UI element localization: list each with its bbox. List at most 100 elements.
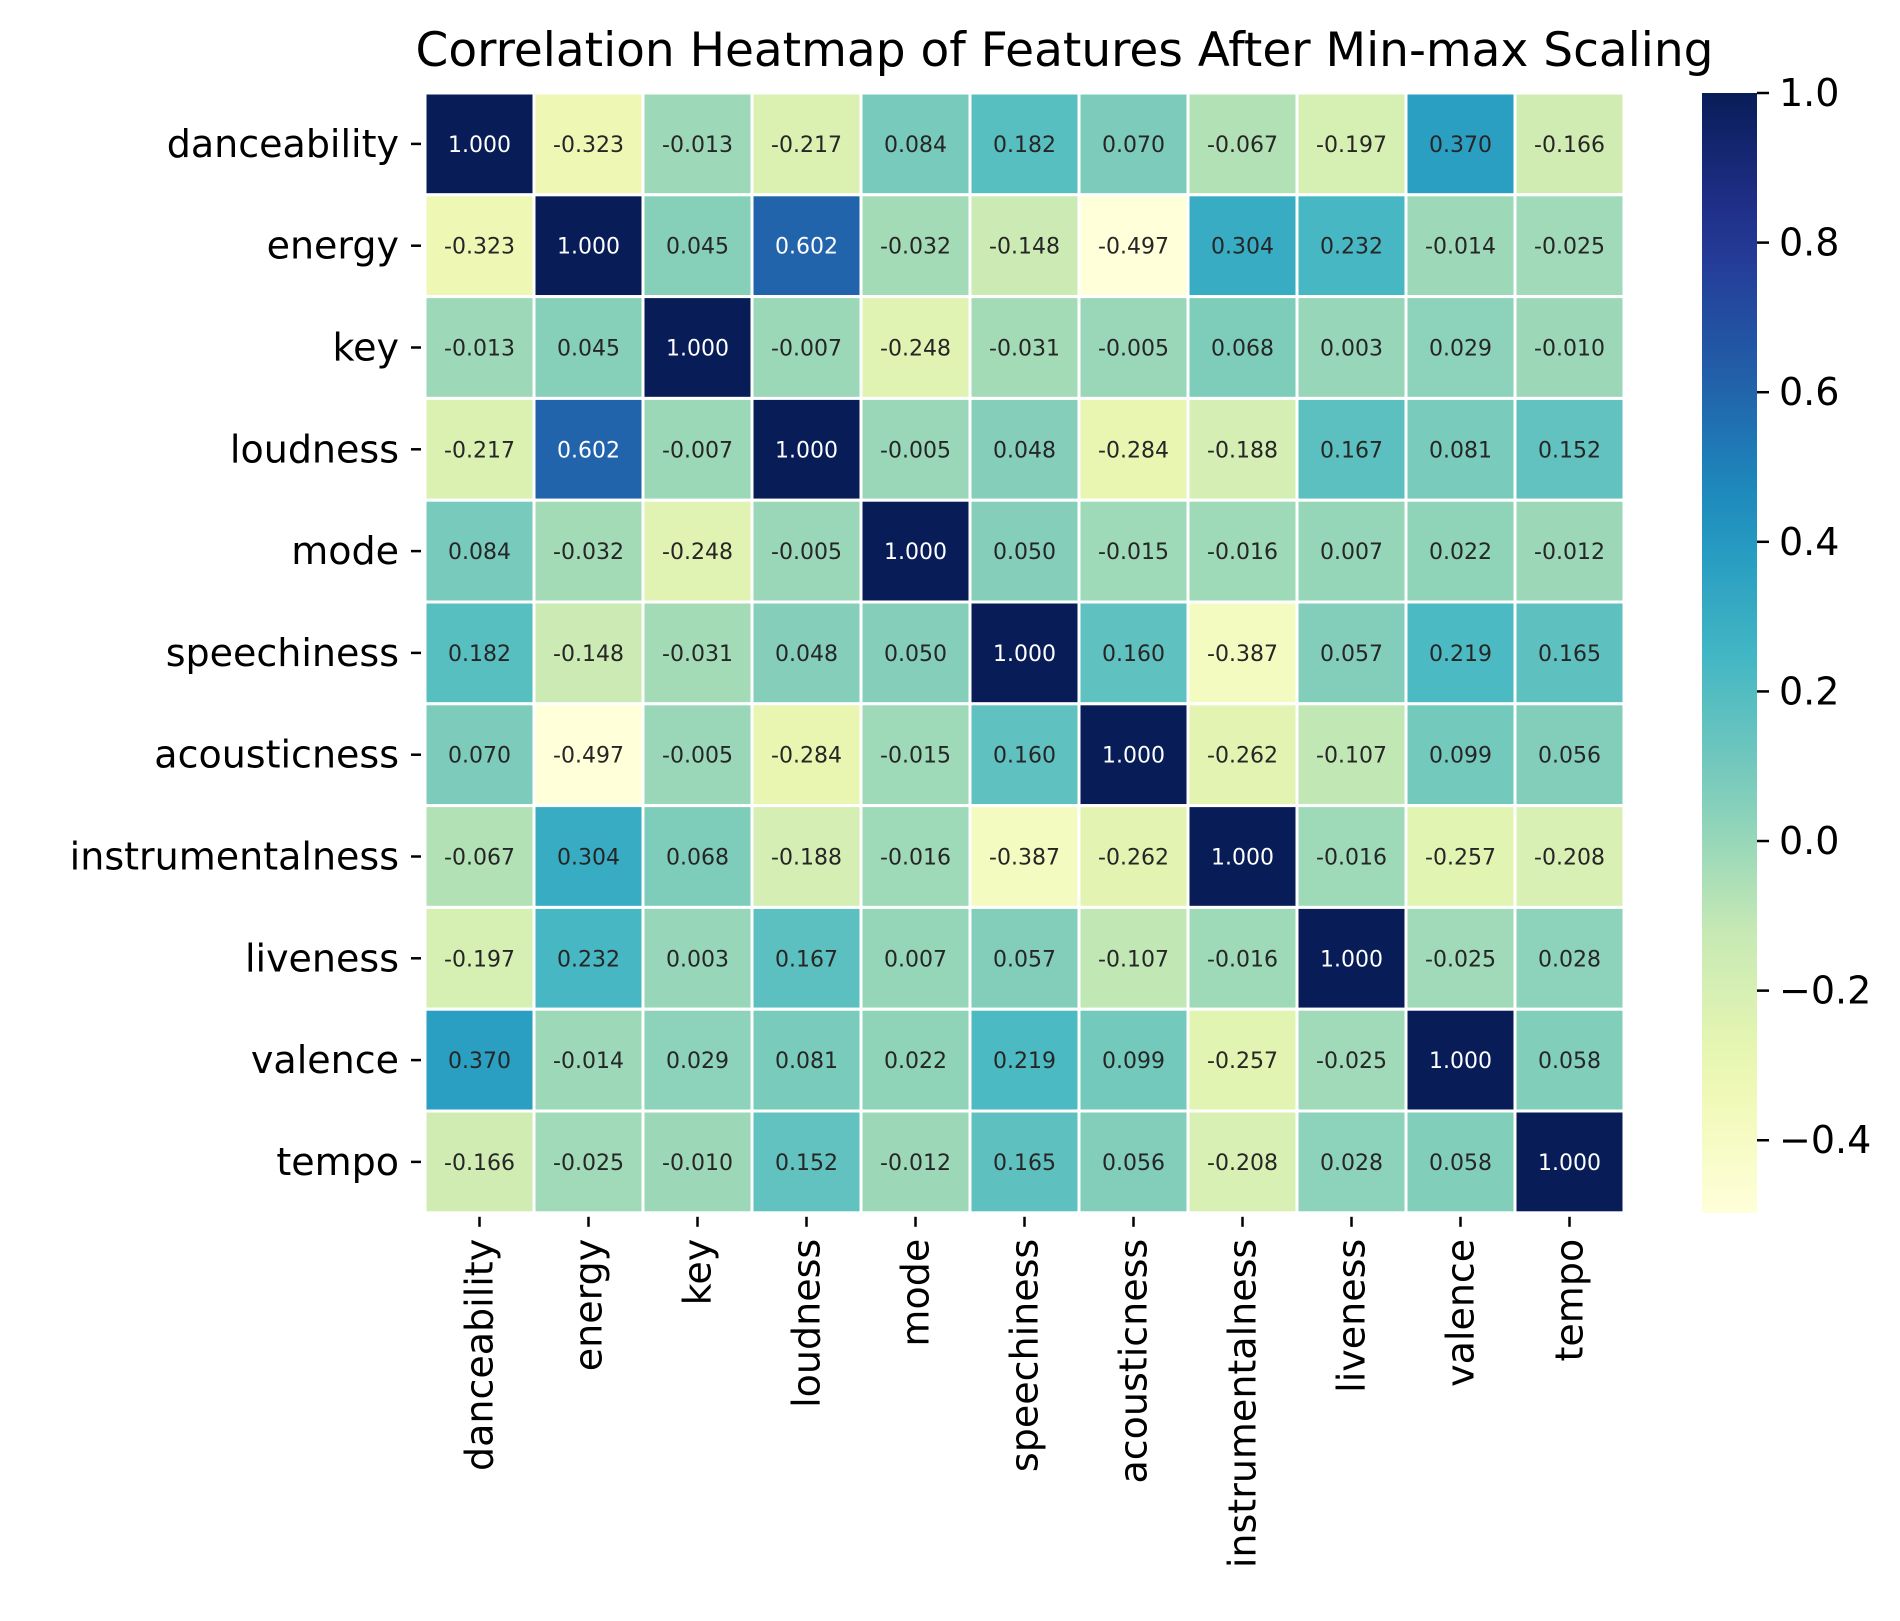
row-tick-label: danceability xyxy=(167,122,399,166)
heatmap-cell xyxy=(859,1109,972,1215)
row-tick-label: tempo xyxy=(276,1140,399,1184)
cell-value-label: -0.323 xyxy=(553,133,624,158)
cell-value-label: 0.099 xyxy=(1102,1049,1165,1074)
heatmap-cell xyxy=(859,1007,972,1113)
cell-value-label: -0.016 xyxy=(1207,540,1278,565)
cell-value-label: -0.025 xyxy=(1425,947,1496,972)
heatmap-cell xyxy=(750,804,863,909)
colorbar-tick-label: 0.6 xyxy=(1779,370,1839,414)
heatmap-cell xyxy=(532,702,645,808)
heatmap-cell xyxy=(1513,295,1626,400)
cell-value-label: 0.058 xyxy=(1429,1151,1492,1176)
heatmap-cell xyxy=(1295,1109,1408,1215)
cell-value-label: 0.232 xyxy=(1320,235,1383,260)
cell-value-label: -0.031 xyxy=(989,337,1060,362)
cell-value-label: 0.602 xyxy=(557,438,620,463)
cell-value-label: -0.217 xyxy=(444,438,515,463)
cell-value-label: -0.031 xyxy=(662,642,733,667)
heatmap-cell xyxy=(1513,396,1626,502)
cell-value-label: 0.160 xyxy=(1102,642,1165,667)
cell-value-label: 1.000 xyxy=(775,438,838,463)
heatmap-cell xyxy=(1513,804,1626,909)
cell-value-label: 0.003 xyxy=(666,947,729,972)
cell-value-label: 0.048 xyxy=(993,438,1056,463)
heatmap-cell xyxy=(1513,91,1626,197)
heatmap-cell xyxy=(1404,193,1517,299)
cell-value-label: -0.012 xyxy=(880,1151,951,1176)
heatmap-cell xyxy=(968,1109,1081,1215)
cell-value-label: 0.007 xyxy=(1320,540,1383,565)
heatmap-cell xyxy=(1295,498,1408,604)
column-tick-label: loudness xyxy=(785,1239,829,1408)
row-tick-label: acousticness xyxy=(154,733,399,777)
heatmap-cell xyxy=(1513,600,1626,706)
cell-value-label: 0.045 xyxy=(666,235,729,260)
cell-value-label: 0.022 xyxy=(1429,540,1492,565)
column-tick-label: tempo xyxy=(1548,1239,1592,1362)
cell-value-label: -0.148 xyxy=(989,235,1060,260)
colorbar-tick-label: 0.8 xyxy=(1779,221,1839,265)
cell-value-label: 0.022 xyxy=(884,1049,947,1074)
heatmap-cell xyxy=(641,905,754,1011)
heatmap-cell xyxy=(423,91,536,197)
column-tick-label: danceability xyxy=(458,1239,502,1471)
cell-value-label: -0.015 xyxy=(1098,540,1169,565)
colorbar-tick-label: −0.4 xyxy=(1779,1118,1871,1162)
cell-value-label: 0.219 xyxy=(993,1049,1056,1074)
cell-value-label: -0.284 xyxy=(771,744,842,769)
cell-value-label: -0.497 xyxy=(1098,235,1169,260)
cell-value-label: -0.217 xyxy=(771,133,842,158)
cell-value-label: 0.029 xyxy=(666,1049,729,1074)
heatmap-cell xyxy=(1295,396,1408,502)
cell-value-label: 0.152 xyxy=(1538,438,1601,463)
heatmap-cell xyxy=(532,91,645,197)
heatmap-cell xyxy=(423,702,536,808)
heatmap-cell xyxy=(1513,905,1626,1011)
cell-value-label: -0.032 xyxy=(553,540,624,565)
colorbar: 1.0 0.8 0.6 0.4 0.2 0.0 −0.2 −0.4 xyxy=(1702,71,1871,1213)
cell-value-label: 0.152 xyxy=(775,1151,838,1176)
cell-value-label: -0.166 xyxy=(444,1151,515,1176)
cell-value-label: -0.012 xyxy=(1534,540,1605,565)
cell-value-label: 1.000 xyxy=(448,133,511,158)
cell-value-label: 0.068 xyxy=(1211,337,1274,362)
cell-value-label: 0.370 xyxy=(1429,133,1492,158)
cell-value-label: -0.257 xyxy=(1425,846,1496,871)
chart-title: Correlation Heatmap of Features After Mi… xyxy=(416,23,1714,78)
cell-value-label: -0.208 xyxy=(1534,846,1605,871)
heatmap-cell xyxy=(1404,1109,1517,1215)
heatmap-cell xyxy=(1513,1109,1626,1215)
cell-value-label: 0.370 xyxy=(448,1049,511,1074)
heatmap-cell xyxy=(1404,702,1517,808)
heatmap-cell xyxy=(1077,498,1190,604)
cell-value-label: 1.000 xyxy=(1211,846,1274,871)
cell-value-label: -0.284 xyxy=(1098,438,1169,463)
heatmap-cell xyxy=(423,498,536,604)
cell-value-label: 0.219 xyxy=(1429,642,1492,667)
row-tick-label: loudness xyxy=(230,427,399,471)
cell-value-label: 1.000 xyxy=(1538,1151,1601,1176)
colorbar-gradient xyxy=(1702,93,1757,1213)
row-tick-label: instrumentalness xyxy=(70,835,399,879)
heatmap-cell xyxy=(750,600,863,706)
heatmap-cell xyxy=(859,193,972,299)
heatmap-cell xyxy=(968,1007,1081,1113)
cell-value-label: -0.025 xyxy=(553,1151,624,1176)
heatmap-cell xyxy=(1077,193,1190,299)
column-tick-label: energy xyxy=(567,1239,611,1371)
cell-value-label: -0.197 xyxy=(1316,133,1387,158)
heatmap-cell xyxy=(641,498,754,604)
cell-value-label: 0.304 xyxy=(557,846,620,871)
row-tick-label: key xyxy=(332,326,399,370)
cell-value-label: 0.165 xyxy=(993,1151,1056,1176)
cell-value-label: 1.000 xyxy=(993,642,1056,667)
cell-value-label: 0.232 xyxy=(557,947,620,972)
cell-value-label: -0.007 xyxy=(771,337,842,362)
heatmap-cell xyxy=(641,1007,754,1113)
colorbar-tick-label: 0.2 xyxy=(1779,669,1839,713)
cell-value-label: 0.058 xyxy=(1538,1049,1601,1074)
cell-value-label: -0.257 xyxy=(1207,1049,1278,1074)
heatmap-cell xyxy=(750,498,863,604)
heatmap-cell xyxy=(423,804,536,909)
